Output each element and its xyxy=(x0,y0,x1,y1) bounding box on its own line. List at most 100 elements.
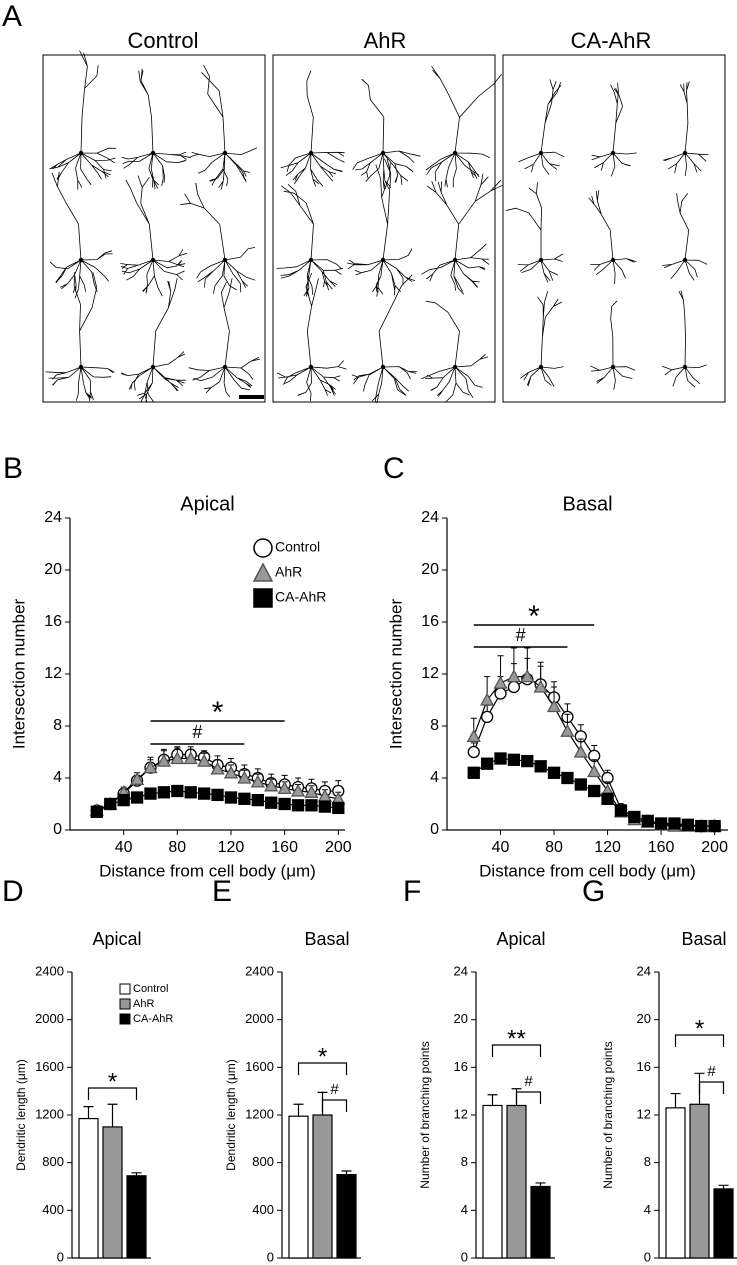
soma xyxy=(452,257,458,263)
soma xyxy=(452,150,458,156)
marker xyxy=(601,792,614,805)
x-axis-label: Distance from cell body (μm) xyxy=(479,861,696,880)
legend-label: Control xyxy=(275,539,320,555)
soma xyxy=(222,364,228,370)
marker xyxy=(467,745,480,759)
x-tick-label: 80 xyxy=(168,839,186,856)
marker xyxy=(681,818,695,831)
y-tick-label: 12 xyxy=(421,665,439,682)
marker xyxy=(183,751,198,765)
marker xyxy=(277,781,292,795)
marker xyxy=(466,729,481,743)
dendrite xyxy=(277,273,347,401)
soma xyxy=(150,257,156,263)
dendrite xyxy=(505,182,564,283)
marker xyxy=(291,799,305,812)
soma xyxy=(538,257,544,263)
marker xyxy=(250,774,265,788)
dendrite xyxy=(351,274,417,404)
y-tick-label: 0 xyxy=(644,1249,651,1264)
marker xyxy=(318,800,332,813)
significance-label: # xyxy=(330,1081,339,1098)
y-tick-label: 2000 xyxy=(35,1011,64,1026)
y-axis-label: Dendritic length (μm) xyxy=(224,1059,238,1171)
y-tick-label: 0 xyxy=(267,1249,274,1264)
y-tick-label: 0 xyxy=(461,1249,468,1264)
marker xyxy=(129,771,145,785)
significance-bracket xyxy=(297,1062,348,1075)
marker xyxy=(493,675,508,689)
bar xyxy=(312,1114,333,1259)
bar xyxy=(530,1185,551,1259)
marker xyxy=(237,770,252,784)
marker xyxy=(507,753,521,766)
marker xyxy=(573,744,588,758)
marker xyxy=(156,753,171,767)
image-box xyxy=(502,54,726,403)
y-tick-label: 8 xyxy=(461,1154,468,1169)
marker xyxy=(587,764,602,778)
significance-label: * xyxy=(108,1068,117,1095)
marker xyxy=(157,786,171,799)
y-tick-label: 16 xyxy=(44,613,62,630)
significance-bracket xyxy=(698,1081,725,1094)
y-tick-label: 800 xyxy=(252,1154,274,1169)
marker xyxy=(480,710,494,724)
marker xyxy=(184,786,197,799)
marker xyxy=(197,753,212,767)
y-tick-label: 20 xyxy=(637,1011,651,1026)
legend-swatch xyxy=(119,1013,131,1025)
bar xyxy=(126,1175,147,1259)
marker xyxy=(506,669,521,683)
y-tick-label: 2400 xyxy=(35,963,64,978)
soma xyxy=(538,150,544,156)
y-tick-label: 24 xyxy=(454,963,468,978)
legend-swatch xyxy=(119,983,131,995)
legend-label: AhR xyxy=(275,564,302,580)
chart-title: Basal xyxy=(562,493,612,515)
legend-marker xyxy=(253,538,273,558)
marker xyxy=(211,788,224,802)
y-tick-label: 8 xyxy=(644,1154,651,1169)
marker xyxy=(238,792,251,805)
group-title: Control xyxy=(128,28,199,53)
bar xyxy=(336,1173,357,1259)
significance-label: * xyxy=(318,1043,327,1070)
soma xyxy=(222,257,228,263)
legend-swatch xyxy=(119,998,131,1010)
dendrite xyxy=(120,175,187,297)
neuron-tracings xyxy=(45,50,709,404)
marker xyxy=(628,810,641,824)
x-tick-label: 200 xyxy=(325,839,352,856)
y-tick-label: 20 xyxy=(454,1011,468,1026)
bar xyxy=(713,1188,734,1259)
marker xyxy=(708,819,721,833)
panel-label: G xyxy=(582,875,605,908)
marker xyxy=(480,757,494,770)
significance-label: ** xyxy=(507,1025,526,1052)
marker xyxy=(223,765,239,779)
bar xyxy=(482,1104,503,1259)
dendrite xyxy=(352,78,421,190)
marker xyxy=(546,699,562,713)
y-tick-label: 24 xyxy=(637,963,651,978)
dendrite xyxy=(120,278,186,403)
y-tick-label: 1200 xyxy=(35,1106,64,1121)
y-tick-label: 2000 xyxy=(245,1011,274,1026)
y-tick-label: 8 xyxy=(53,717,62,734)
y-tick-label: 12 xyxy=(637,1106,651,1121)
chart-title: Apical xyxy=(92,929,141,949)
y-tick-label: 400 xyxy=(252,1202,274,1217)
panel-label: D xyxy=(2,875,24,908)
marker xyxy=(560,723,575,737)
soma xyxy=(610,150,616,156)
y-axis-label: Number of branching points xyxy=(601,1041,615,1188)
y-tick-label: 4 xyxy=(461,1202,468,1217)
marker xyxy=(305,799,318,812)
soma xyxy=(78,257,84,263)
panel-label: C xyxy=(383,452,405,485)
marker xyxy=(467,766,480,779)
dendrite xyxy=(45,271,115,401)
y-axis-label: Intersection number xyxy=(9,599,28,750)
dendrite xyxy=(425,65,502,188)
